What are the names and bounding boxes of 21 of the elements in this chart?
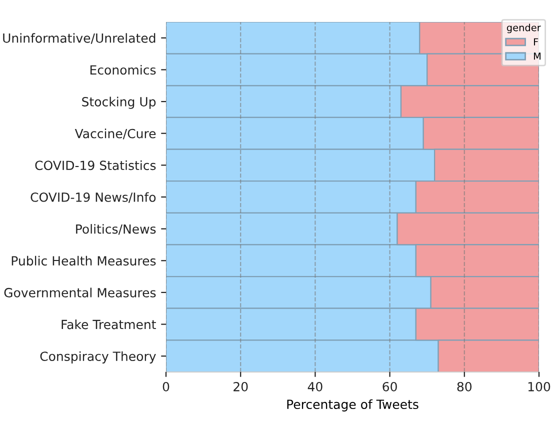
y-tick-label: Economics	[90, 64, 156, 75]
y-tick-label: Public Health Measures	[12, 256, 156, 266]
legend-label: F	[534, 38, 538, 46]
y-tick-label: Uninformative/Unrelated	[3, 33, 156, 44]
x-tick-label: 80	[457, 382, 472, 392]
y-tick-label: Vaccine/Cure	[74, 128, 156, 140]
y-tick-label: Conspiracy Theory	[40, 351, 156, 364]
x-axis-title: Percentage of Tweets	[287, 399, 418, 412]
legend-title: gender	[506, 24, 541, 34]
x-tick-label: 60	[382, 382, 397, 392]
legend-label: M	[534, 52, 540, 60]
y-tick-label: Politics/News	[76, 224, 156, 235]
y-tick-label: Fake Treatment	[62, 320, 156, 330]
x-tick-label: 20	[234, 382, 248, 392]
y-tick-label: Governmental Measures	[4, 288, 156, 298]
x-tick-label: 0	[162, 382, 170, 392]
y-tick-label: COVID-19 Statistics	[35, 160, 156, 170]
y-tick-label: COVID-19 News/Info	[30, 192, 156, 203]
x-tick-label: 100	[528, 382, 550, 392]
x-tick-label: 40	[308, 382, 322, 392]
y-tick-label: Stocking Up	[82, 96, 156, 109]
